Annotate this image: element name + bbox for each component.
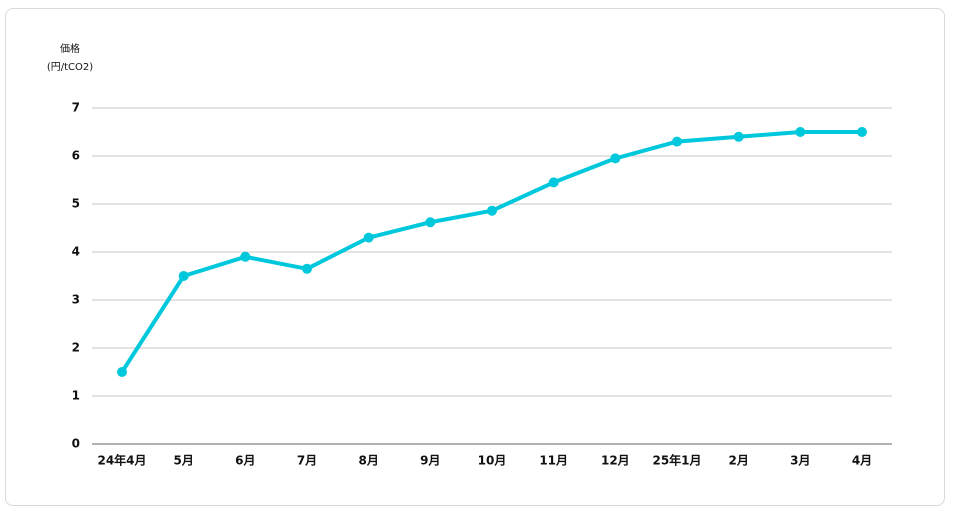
x-tick-label: 4月: [852, 454, 872, 468]
point: [610, 153, 621, 164]
point: [795, 127, 806, 137]
point: [363, 232, 374, 243]
x-tick-label: 5月: [173, 454, 193, 468]
y-tick-label: 7: [72, 101, 80, 115]
point: [240, 251, 251, 262]
x-tick-label: 9月: [420, 454, 440, 468]
y-tick-label: 5: [72, 197, 80, 211]
y-tick-label: 4: [72, 245, 80, 259]
x-tick-label: 10月: [478, 454, 507, 468]
x-tick-label: 3月: [790, 454, 810, 468]
x-tick-label: 8月: [358, 454, 378, 468]
y-tick-label: 3: [72, 293, 80, 307]
x-tick-label: 6月: [235, 454, 255, 468]
x-tick-label: 24年4月: [97, 453, 146, 468]
y-tick-label: 1: [72, 389, 80, 403]
y-tick-label: 2: [72, 341, 80, 355]
chart-card: [5, 8, 945, 506]
point: [425, 217, 436, 228]
point: [548, 177, 559, 188]
x-tick-label: 25年1月: [652, 453, 701, 468]
x-tick-label: 11月: [539, 454, 568, 468]
y-axis-label: (円/tCO2): [47, 62, 93, 73]
point: [672, 136, 682, 147]
y-tick-label: 6: [72, 149, 80, 163]
point: [117, 367, 127, 377]
y-axis-label: 価格: [60, 42, 80, 55]
x-tick-label: 12月: [601, 454, 630, 468]
y-tick-label: 0: [72, 437, 80, 451]
x-tick-label: 7月: [297, 454, 317, 468]
point: [178, 271, 189, 281]
point: [733, 131, 744, 142]
point: [857, 127, 867, 137]
point: [302, 263, 312, 274]
point: [487, 205, 497, 216]
x-tick-label: 2月: [728, 454, 748, 468]
